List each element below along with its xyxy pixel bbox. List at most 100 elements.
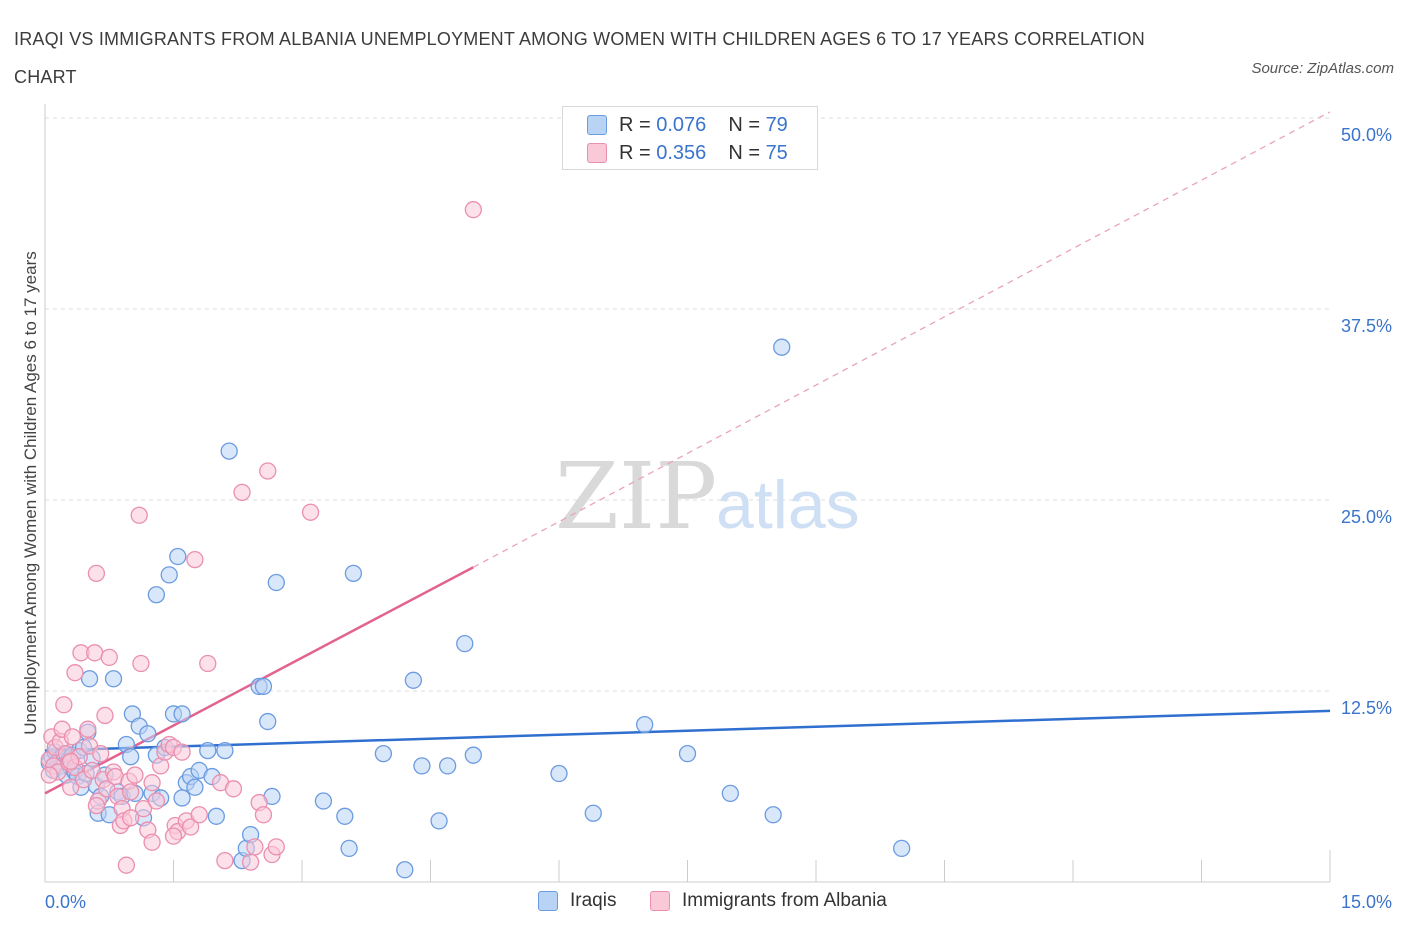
point-iraqis <box>173 789 191 807</box>
x-tick-label: 0.0% <box>45 892 86 912</box>
legend-item-albania: Immigrants from Albania <box>650 888 887 914</box>
point-albania <box>254 806 273 824</box>
point-iraqis <box>216 741 234 760</box>
point-albania <box>126 766 144 784</box>
point-albania <box>92 744 110 763</box>
point-albania <box>132 654 150 673</box>
y-tick-label: 37.5% <box>1341 316 1392 336</box>
point-albania <box>464 201 482 219</box>
legend-label-albania: Immigrants from Albania <box>682 890 887 911</box>
legend-n-value: 79 <box>765 113 788 136</box>
point-iraqis <box>147 586 166 604</box>
legend-r-label: R = <box>619 141 651 164</box>
y-tick-label: 25.0% <box>1341 507 1392 527</box>
gridlines <box>45 117 1330 692</box>
legend-row-albania: R = 0.356 N = 75 <box>587 141 788 165</box>
tick-labels: 12.5% 25.0% 37.5% 50.0% 0.0% 15.0% <box>45 125 1392 912</box>
legend-r-label: R = <box>619 113 651 136</box>
point-albania <box>267 838 285 856</box>
y-tick-label: 50.0% <box>1341 125 1392 145</box>
legend-swatch-blue <box>587 115 607 135</box>
legend-n-label: N = <box>728 141 760 164</box>
point-iraqis <box>160 566 178 584</box>
point-iraqis <box>438 757 457 775</box>
trendline-albania-extension <box>473 111 1331 568</box>
watermark-zip: ZIP <box>555 443 717 550</box>
point-albania <box>130 506 148 524</box>
watermark: ZIP atlas <box>555 443 860 550</box>
point-albania <box>87 796 106 815</box>
point-albania <box>241 853 260 871</box>
point-iraqis <box>344 564 363 582</box>
point-albania <box>96 706 114 725</box>
legend-swatch-pink <box>650 891 670 911</box>
legend-r-value: 0.076 <box>656 113 707 136</box>
point-albania <box>164 827 183 845</box>
y-axis-label: Unemployment Among Women with Children A… <box>21 251 40 735</box>
point-albania <box>100 648 118 667</box>
point-iraqis <box>430 812 448 830</box>
legend-swatch-blue <box>538 891 558 911</box>
point-albania <box>55 696 73 714</box>
point-iraqis <box>207 807 225 825</box>
point-iraqis <box>314 792 333 810</box>
point-albania <box>143 833 161 851</box>
legend-item-iraqis: Iraqis <box>538 888 616 914</box>
point-iraqis <box>267 573 285 592</box>
x-tick-label: 15.0% <box>1341 892 1392 912</box>
point-albania <box>86 644 104 662</box>
legend-r-value: 0.356 <box>656 141 707 164</box>
point-iraqis <box>199 741 217 760</box>
point-iraqis <box>336 807 354 825</box>
legend-n-label: N = <box>728 113 760 136</box>
legend-n-value: 75 <box>765 141 788 164</box>
point-iraqis <box>169 547 187 566</box>
point-iraqis <box>678 744 697 763</box>
point-iraqis <box>584 804 602 822</box>
point-albania <box>173 743 191 761</box>
point-iraqis <box>220 442 238 460</box>
point-iraqis <box>259 712 277 731</box>
point-iraqis <box>374 744 393 763</box>
point-albania <box>181 818 200 836</box>
source-label: Source: ZipAtlas.com <box>1251 60 1394 77</box>
point-albania <box>66 664 84 682</box>
legend-label-iraqis: Iraqis <box>570 890 617 911</box>
point-albania <box>147 792 166 810</box>
point-albania <box>87 564 106 582</box>
legend-swatch-pink <box>587 143 607 163</box>
point-albania <box>233 483 251 502</box>
point-iraqis <box>254 677 273 696</box>
point-iraqis <box>186 778 204 796</box>
point-albania <box>117 856 136 874</box>
point-iraqis <box>396 861 414 879</box>
point-albania <box>40 766 58 784</box>
legend-row-iraqis: R = 0.076 N = 79 <box>587 113 788 137</box>
point-iraqis <box>893 839 911 858</box>
point-iraqis <box>80 670 99 688</box>
trendline-iraqis <box>44 709 1331 752</box>
point-albania <box>301 503 320 521</box>
point-albania <box>79 720 97 738</box>
point-iraqis <box>636 715 654 734</box>
point-iraqis <box>550 764 568 783</box>
point-albania <box>199 654 217 673</box>
point-iraqis <box>456 634 474 653</box>
point-albania <box>143 774 161 792</box>
data-points <box>40 201 911 879</box>
point-iraqis <box>773 338 791 356</box>
point-iraqis <box>139 725 157 743</box>
point-iraqis <box>764 806 782 824</box>
point-iraqis <box>122 748 140 766</box>
point-iraqis <box>404 671 423 689</box>
point-albania <box>62 778 80 796</box>
point-iraqis <box>413 757 431 775</box>
point-albania <box>122 809 140 827</box>
point-iraqis <box>173 705 191 723</box>
point-iraqis <box>340 839 358 858</box>
point-albania <box>63 728 82 746</box>
watermark-atlas: atlas <box>716 467 860 543</box>
point-albania <box>224 780 243 798</box>
point-iraqis <box>721 784 739 803</box>
